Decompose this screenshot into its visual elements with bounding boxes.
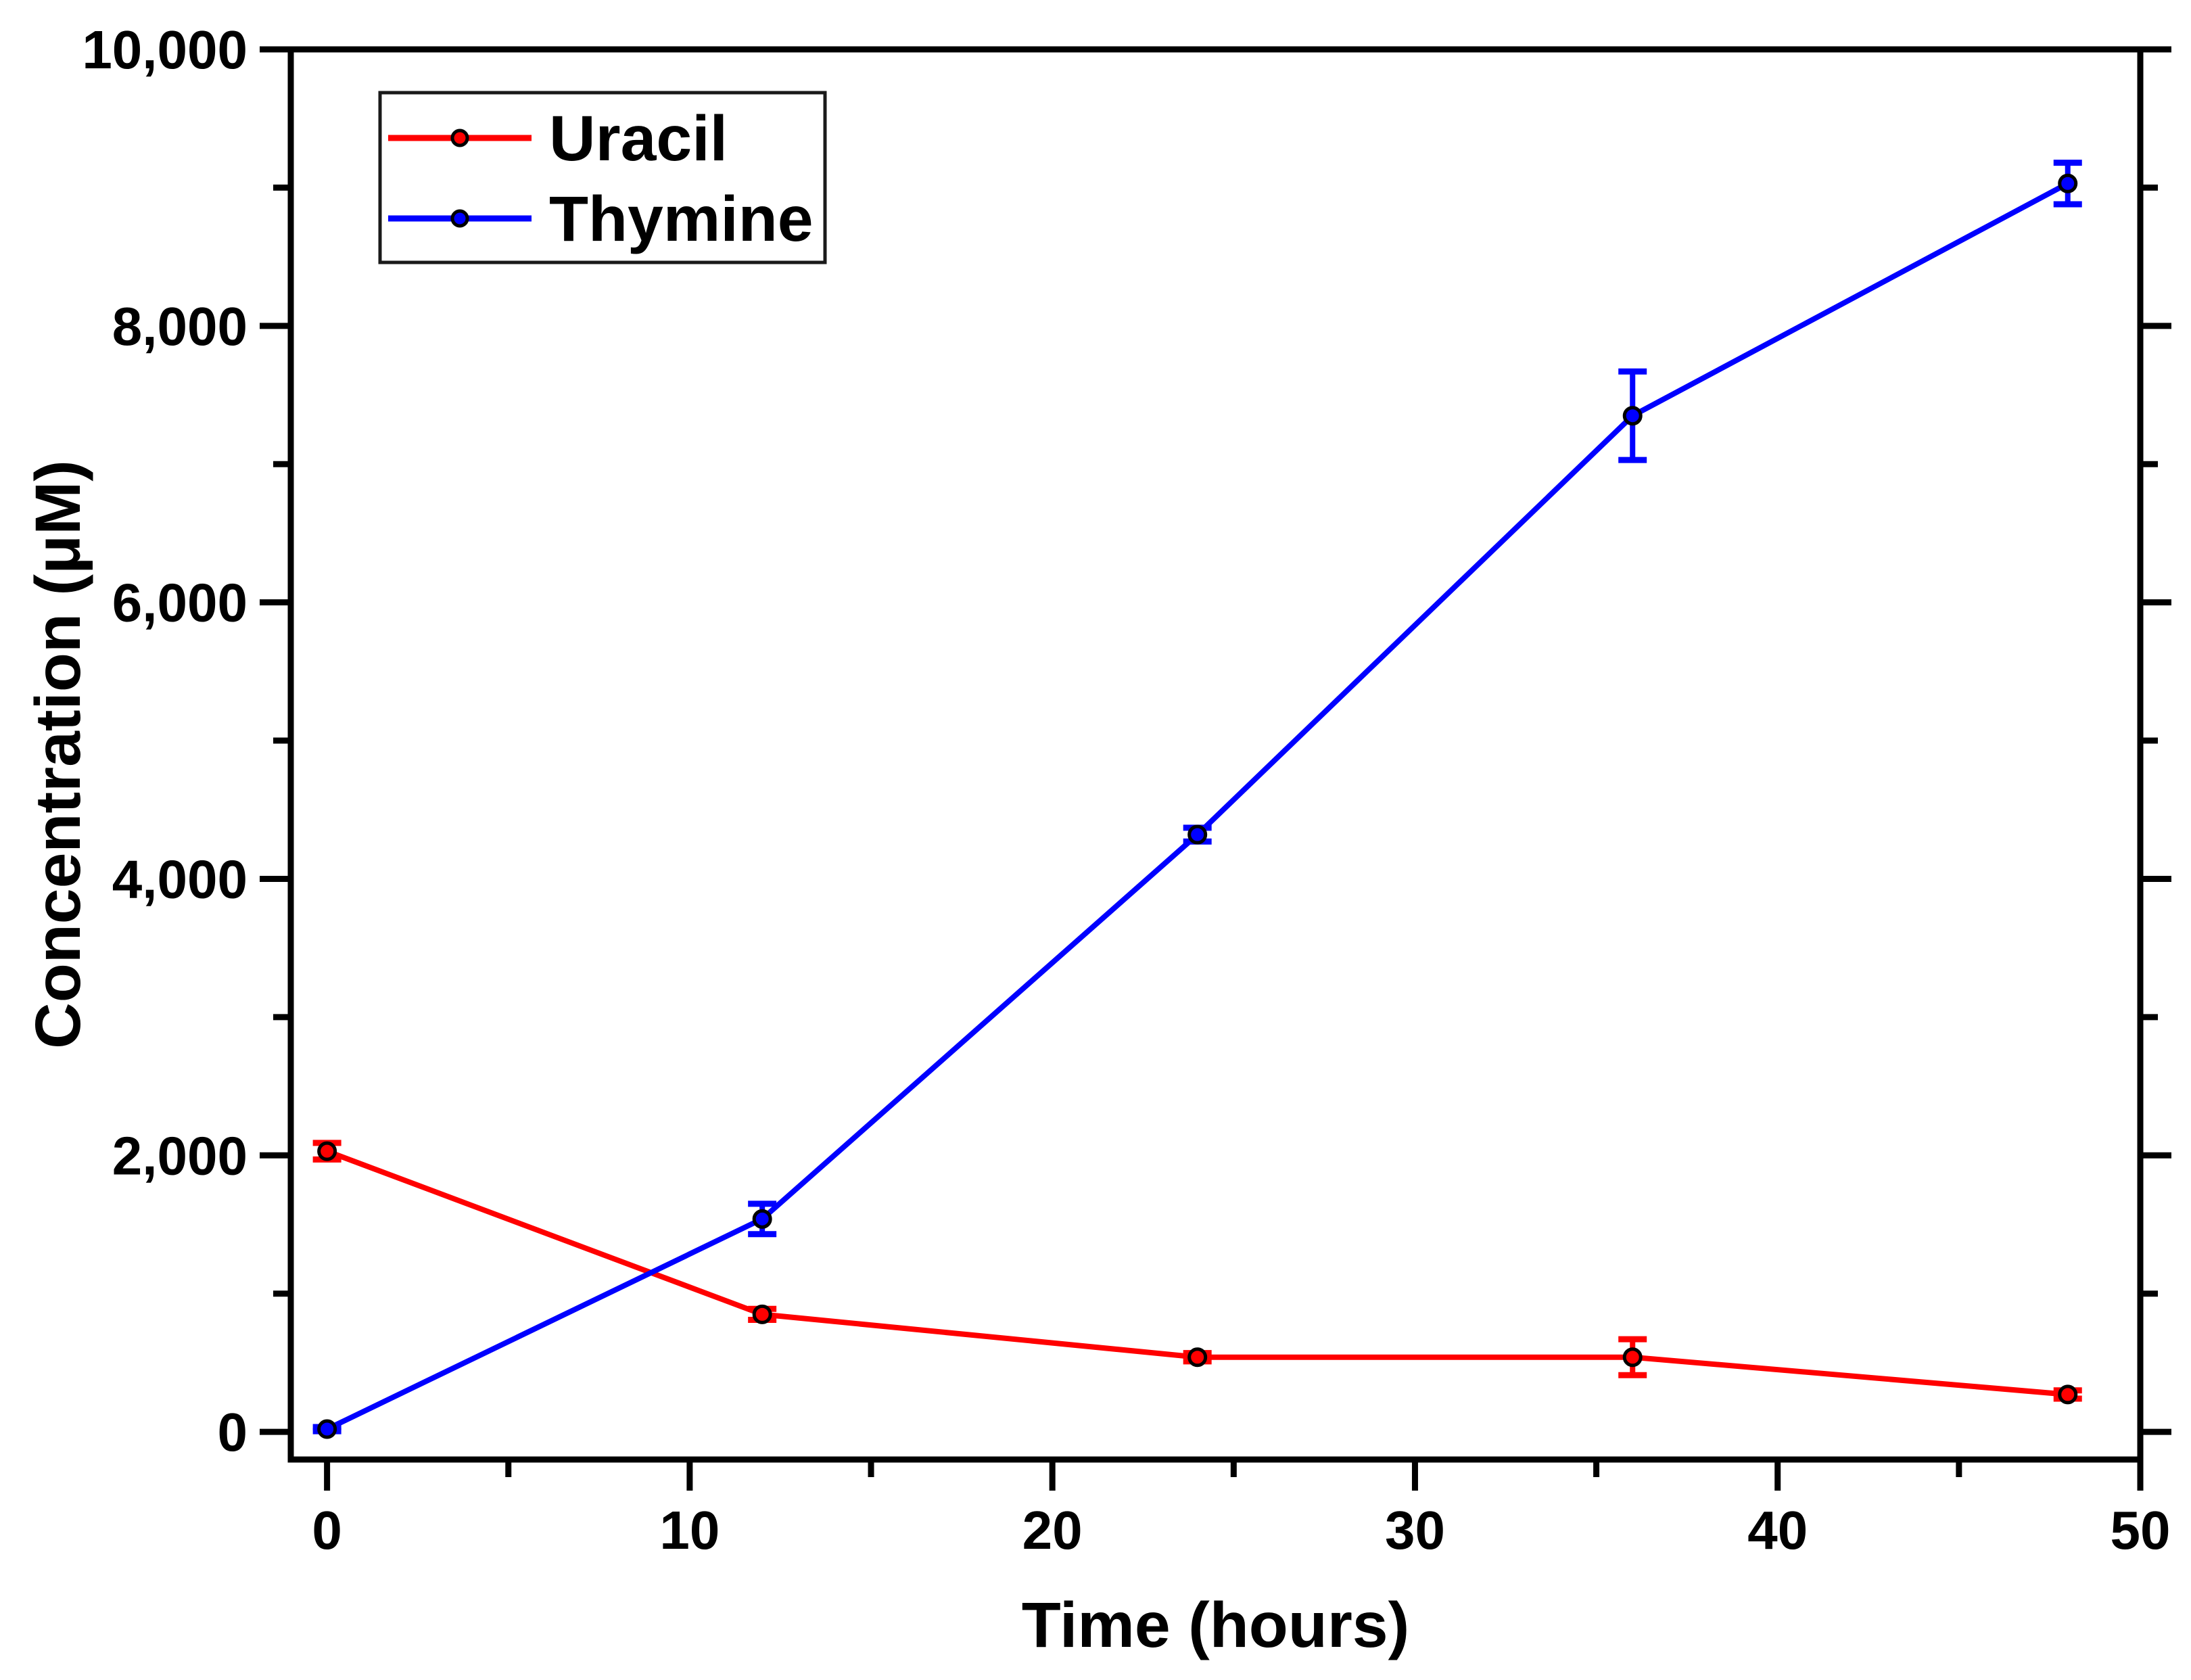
x-tick-label: 40 <box>1747 1500 1808 1560</box>
legend-label-thymine: Thymine <box>549 183 814 255</box>
legend-marker-uracil <box>450 129 469 147</box>
x-tick-label: 10 <box>659 1500 720 1560</box>
data-marker-uracil <box>1187 1347 1208 1368</box>
data-marker-thymine <box>1622 406 1643 426</box>
data-marker-thymine <box>752 1209 772 1229</box>
data-marker-thymine <box>2058 173 2078 193</box>
plot-frame <box>287 46 2144 1463</box>
y-tick-label: 8,000 <box>112 296 248 356</box>
y-tick-label: 0 <box>218 1402 248 1462</box>
x-tick-label: 50 <box>2111 1500 2171 1560</box>
data-marker-uracil <box>317 1141 337 1161</box>
y-tick-label: 6,000 <box>112 573 248 633</box>
x-tick-label: 30 <box>1385 1500 1445 1560</box>
x-tick-label: 20 <box>1022 1500 1083 1560</box>
data-marker-thymine <box>1187 824 1208 845</box>
legend-entry-uracil: Uracil <box>388 103 728 174</box>
series-line-thymine <box>325 181 2069 1432</box>
legend-label-uracil: Uracil <box>549 103 728 174</box>
data-marker-uracil <box>1622 1347 1643 1368</box>
legend-box <box>378 91 827 264</box>
x-tick-label: 0 <box>312 1500 342 1560</box>
data-marker-uracil <box>752 1304 772 1324</box>
legend: Uracil Thymine <box>378 91 827 264</box>
y-axis-title: Concentration (μM) <box>22 460 94 1049</box>
y-tick-label: 4,000 <box>112 849 248 909</box>
data-marker-uracil <box>2058 1384 2078 1405</box>
data-marker-thymine <box>317 1419 337 1439</box>
x-axis-title: Time (hours) <box>1022 1589 1410 1661</box>
y-tick-label: 2,000 <box>112 1125 248 1186</box>
legend-entry-thymine: Thymine <box>388 183 814 255</box>
y-tick-label: 10,000 <box>82 20 248 80</box>
legend-marker-thymine <box>450 209 469 228</box>
